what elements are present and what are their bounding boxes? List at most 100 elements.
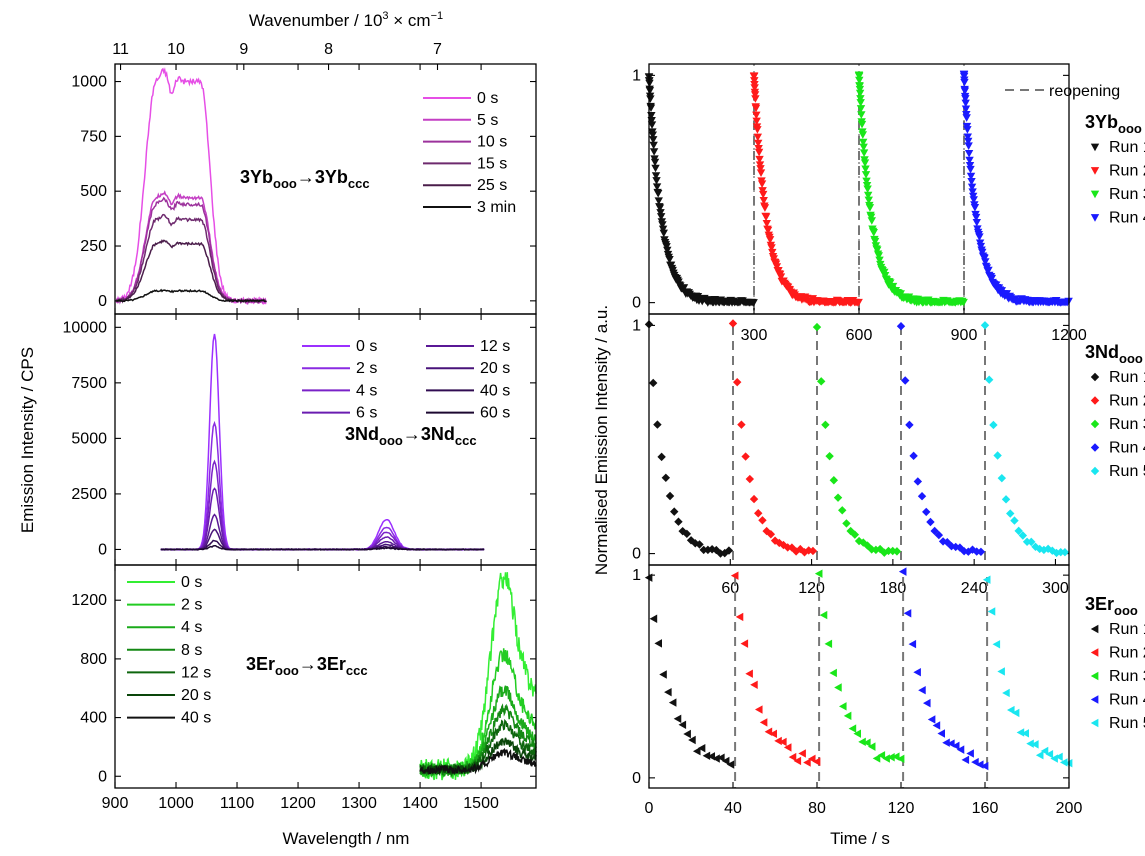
data-point — [1010, 516, 1019, 525]
data-point — [750, 680, 758, 689]
legend-label: 2 s — [181, 597, 202, 614]
x-tick-label: 1300 — [341, 795, 377, 812]
data-point — [760, 204, 770, 212]
data-point — [875, 544, 885, 554]
data-point — [905, 420, 914, 430]
data-point — [964, 149, 974, 158]
data-point — [873, 246, 882, 255]
data-point — [987, 274, 997, 283]
data-point — [754, 705, 763, 714]
data-point — [987, 607, 996, 616]
x-tick-label: 80 — [808, 800, 826, 817]
nd-reaction-label: 3Ndooo→3Ndccc — [345, 424, 477, 448]
data-point — [1090, 466, 1100, 476]
top-x-tick-label: 9 — [239, 41, 248, 58]
data-point — [757, 180, 767, 188]
data-point — [1055, 752, 1063, 762]
data-point — [892, 547, 902, 556]
data-point — [651, 164, 660, 173]
legend-label: 20 s — [181, 687, 211, 704]
x-tick-label: 900 — [951, 327, 978, 344]
data-point — [864, 196, 873, 205]
data-point — [888, 282, 898, 291]
legend-label: 12 s — [480, 338, 510, 355]
reopening-legend-label: reopening — [1049, 83, 1120, 100]
data-point — [1090, 443, 1100, 452]
data-point — [1026, 739, 1034, 748]
data-point — [1090, 718, 1099, 728]
data-point — [850, 530, 860, 539]
data-point — [665, 255, 674, 264]
data-point — [965, 161, 975, 170]
x-tick-label: 600 — [846, 327, 873, 344]
data-point — [758, 516, 767, 525]
data-point — [963, 133, 973, 142]
compound-base: 3Yb — [240, 167, 273, 187]
data-point — [861, 171, 871, 179]
compound-arrow: →3Yb — [297, 167, 348, 187]
data-point — [877, 751, 886, 760]
legend-label: 5 s — [477, 112, 498, 129]
data-point — [857, 111, 866, 119]
legend-label: Run 2 — [1109, 645, 1145, 662]
data-point — [754, 144, 763, 153]
data-point — [967, 183, 977, 192]
yb-reaction-label: 3Ybooo→3Ybccc — [240, 167, 370, 191]
data-point — [870, 237, 880, 246]
data-point — [768, 248, 777, 257]
legend-label: 40 s — [181, 710, 211, 727]
legend-label: Run 4 — [1109, 440, 1145, 457]
data-point — [972, 547, 981, 556]
data-point — [1045, 750, 1054, 759]
data-point — [652, 177, 661, 185]
data-point — [653, 189, 663, 198]
data-point — [664, 687, 672, 697]
data-point — [808, 546, 818, 556]
data-point — [888, 546, 897, 556]
data-point — [942, 738, 950, 747]
kinetics-legend-er: 3Erooo Run 1 Run 2 Run 3 Run 4 Run 5 — [1085, 594, 1145, 732]
top-wavenumber-axis: 11 10 9 8 7 — [112, 41, 442, 70]
panel-frame — [648, 313, 1070, 566]
legend-label: Run 1 — [1109, 621, 1145, 638]
data-point — [853, 729, 862, 738]
data-point — [803, 758, 811, 767]
data-point — [645, 87, 655, 95]
data-point — [855, 76, 864, 85]
data-point — [646, 104, 656, 112]
legend-label: Run 1 — [1109, 369, 1145, 386]
data-point — [1040, 746, 1049, 756]
data-point — [856, 105, 866, 113]
legend-label: Run 5 — [1109, 715, 1145, 732]
data-point — [1048, 546, 1057, 555]
right-y-axis-title: Normalised Emission Intensity / a.u. — [592, 305, 611, 575]
x-tick-label: 1000 — [158, 795, 194, 812]
data-point — [697, 743, 706, 753]
data-point — [793, 756, 802, 766]
data-point — [829, 476, 839, 485]
compound-sub: ooo — [379, 433, 403, 448]
data-point — [922, 507, 931, 517]
data-point — [745, 669, 753, 678]
data-point — [846, 526, 855, 536]
series-line — [419, 747, 537, 776]
data-point — [859, 138, 868, 147]
data-point — [754, 148, 764, 157]
x-tick-label: 300 — [1042, 580, 1069, 597]
data-point — [720, 548, 729, 558]
data-point — [985, 375, 994, 384]
data-point — [730, 571, 739, 580]
data-point — [646, 95, 655, 103]
data-point — [863, 191, 873, 200]
right-x-axis-title: Time / s — [830, 829, 890, 848]
compound-sub: ooo — [273, 176, 297, 191]
y-tick-label: 1 — [632, 67, 641, 84]
data-point — [1027, 537, 1036, 547]
data-point — [869, 229, 878, 237]
data-point — [749, 72, 759, 81]
legend-label: 40 s — [480, 382, 510, 399]
legend-label: 4 s — [181, 619, 202, 636]
legend-label: 20 s — [480, 360, 510, 377]
data-point — [964, 137, 973, 146]
